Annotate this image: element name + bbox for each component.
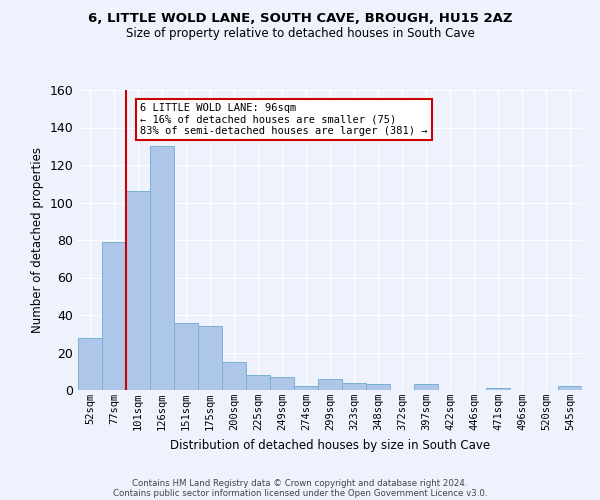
- Bar: [126, 191, 150, 390]
- Text: Contains public sector information licensed under the Open Government Licence v3: Contains public sector information licen…: [113, 488, 487, 498]
- Bar: [558, 386, 582, 390]
- Bar: [102, 242, 126, 390]
- Bar: [150, 146, 174, 390]
- Bar: [174, 322, 198, 390]
- Bar: [342, 382, 366, 390]
- Text: 6, LITTLE WOLD LANE, SOUTH CAVE, BROUGH, HU15 2AZ: 6, LITTLE WOLD LANE, SOUTH CAVE, BROUGH,…: [88, 12, 512, 26]
- X-axis label: Distribution of detached houses by size in South Cave: Distribution of detached houses by size …: [170, 438, 490, 452]
- Text: Contains HM Land Registry data © Crown copyright and database right 2024.: Contains HM Land Registry data © Crown c…: [132, 478, 468, 488]
- Bar: [294, 386, 318, 390]
- Y-axis label: Number of detached properties: Number of detached properties: [31, 147, 44, 333]
- Bar: [78, 338, 102, 390]
- Bar: [246, 375, 270, 390]
- Bar: [414, 384, 438, 390]
- Bar: [222, 362, 246, 390]
- Bar: [270, 377, 294, 390]
- Bar: [318, 379, 342, 390]
- Bar: [366, 384, 390, 390]
- Text: Size of property relative to detached houses in South Cave: Size of property relative to detached ho…: [125, 28, 475, 40]
- Bar: [198, 326, 222, 390]
- Text: 6 LITTLE WOLD LANE: 96sqm
← 16% of detached houses are smaller (75)
83% of semi-: 6 LITTLE WOLD LANE: 96sqm ← 16% of detac…: [140, 103, 428, 136]
- Bar: [486, 388, 510, 390]
